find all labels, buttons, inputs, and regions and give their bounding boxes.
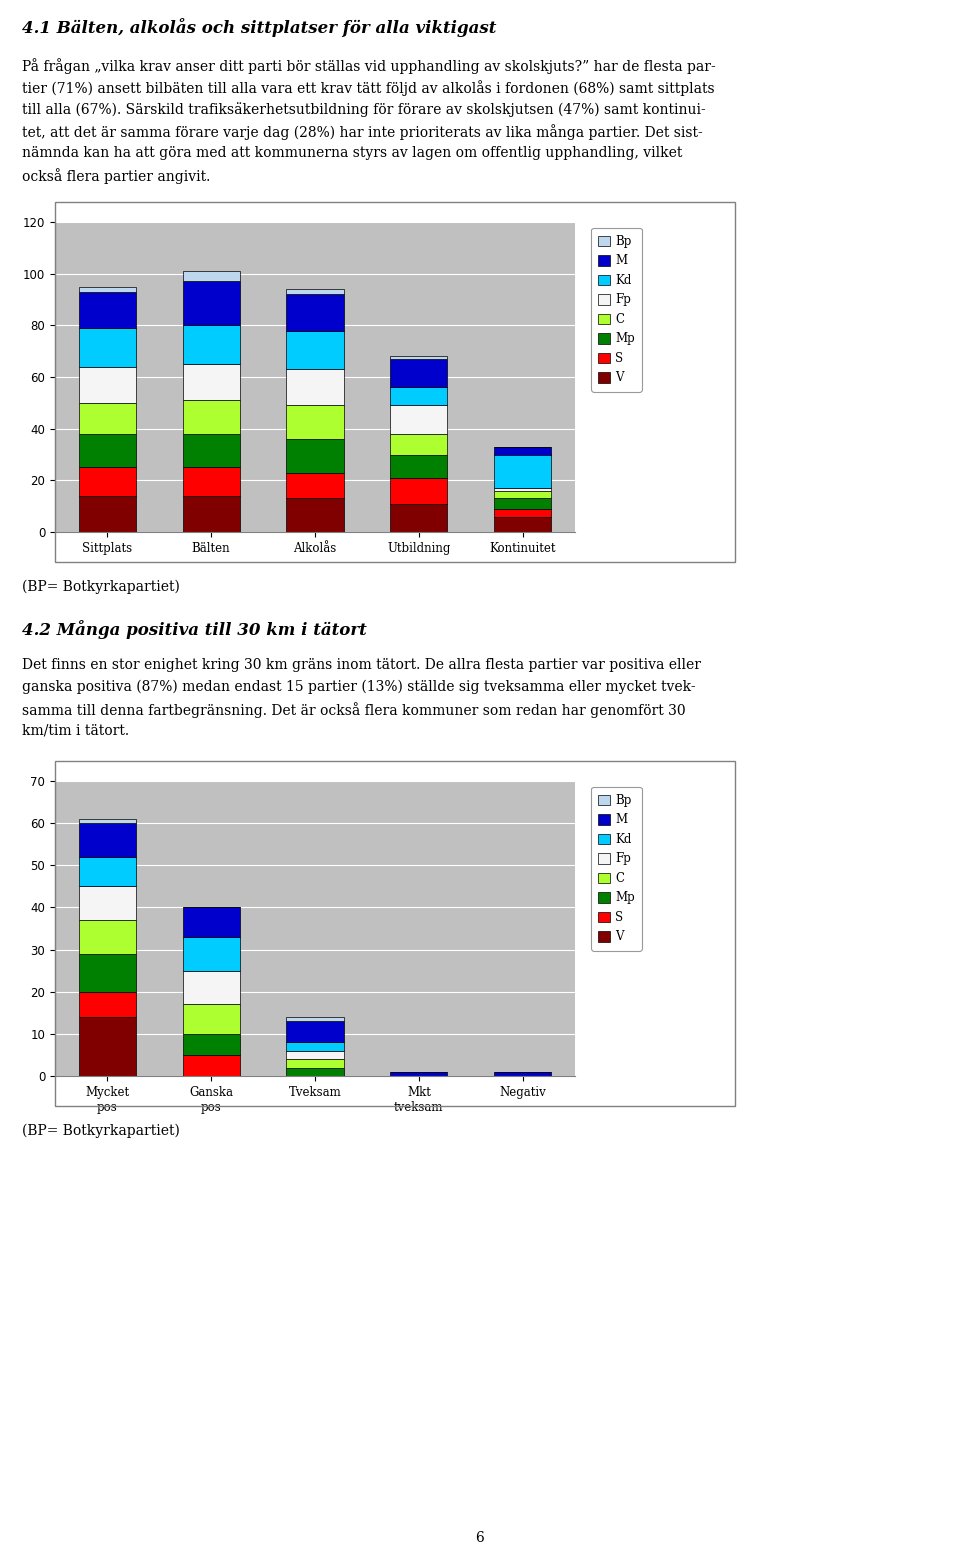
Text: (BP= Botkyrkapartiet): (BP= Botkyrkapartiet) (22, 1124, 180, 1138)
Bar (182, 400, 240, 435)
Bar (286, 405, 344, 439)
Bar (79, 1018, 135, 1075)
Bar (286, 499, 344, 531)
Bar (79, 495, 135, 531)
Bar (286, 289, 344, 294)
Text: Det finns en stor enighet kring 30 km gräns inom tätort. De allra flesta partier: Det finns en stor enighet kring 30 km gr… (22, 658, 701, 672)
Bar (286, 1043, 344, 1050)
Bar (182, 1005, 240, 1033)
Bar (182, 325, 240, 364)
Bar (286, 1018, 344, 1021)
Text: (BP= Botkyrkapartiet): (BP= Botkyrkapartiet) (22, 580, 180, 594)
Bar (286, 1021, 344, 1043)
Bar (286, 330, 344, 369)
Text: 4.1 Bälten, alkolås och sittplatser för alla viktigast: 4.1 Bälten, alkolås och sittplatser för … (22, 19, 496, 38)
Text: 4.2 Många positiva till 30 km i tätort: 4.2 Många positiva till 30 km i tätort (22, 621, 367, 639)
Text: km/tim i tätort.: km/tim i tätort. (22, 724, 130, 738)
Bar (79, 819, 135, 824)
Bar (286, 369, 344, 405)
Bar (391, 359, 447, 388)
Text: samma till denna fartbegränsning. Det är också flera kommuner som redan har geno: samma till denna fartbegränsning. Det är… (22, 702, 685, 717)
Text: tier (71%) ansett bilbäten till alla vara ett krav tätt följd av alkolås i fordo: tier (71%) ansett bilbäten till alla var… (22, 80, 714, 95)
Bar (494, 499, 551, 508)
Bar (182, 971, 240, 1005)
Bar (182, 364, 240, 400)
Text: På frågan „vilka krav anser ditt parti bör ställas vid upphandling av skolskjuts: På frågan „vilka krav anser ditt parti b… (22, 58, 716, 73)
Bar (79, 467, 135, 495)
Bar (391, 503, 447, 531)
Text: 6: 6 (475, 1532, 485, 1544)
Bar (79, 367, 135, 403)
Text: tet, att det är samma förare varje dag (28%) har inte prioriterats av lika många: tet, att det är samma förare varje dag (… (22, 123, 703, 139)
Bar (286, 1060, 344, 1068)
Text: till alla (67%). Särskild trafiksäkerhetsutbildning för förare av skolskjutsen : till alla (67%). Särskild trafiksäkerhe… (22, 102, 706, 117)
Bar (182, 936, 240, 971)
Bar (286, 439, 344, 472)
Bar (286, 1068, 344, 1075)
Bar (79, 328, 135, 367)
Bar (391, 405, 447, 435)
Text: nämnda kan ha att göra med att kommunerna styrs av lagen om offentlig upphandlin: nämnda kan ha att göra med att kommunern… (22, 145, 683, 159)
Bar (391, 356, 447, 359)
Text: också flera partier angivit.: också flera partier angivit. (22, 167, 210, 184)
Bar (182, 1033, 240, 1055)
Legend: Bp, M, Kd, Fp, C, Mp, S, V: Bp, M, Kd, Fp, C, Mp, S, V (591, 786, 641, 950)
Bar (391, 435, 447, 455)
Bar (286, 472, 344, 499)
Bar (286, 1050, 344, 1060)
Bar (79, 286, 135, 292)
Bar (79, 824, 135, 857)
Bar (494, 508, 551, 516)
Bar (182, 908, 240, 936)
Bar (79, 886, 135, 921)
Bar (391, 388, 447, 405)
Bar (494, 447, 551, 455)
Bar (494, 488, 551, 491)
Bar (79, 292, 135, 328)
Legend: Bp, M, Kd, Fp, C, Mp, S, V: Bp, M, Kd, Fp, C, Mp, S, V (591, 228, 641, 391)
Bar (286, 294, 344, 330)
Bar (494, 1072, 551, 1075)
Bar (391, 1072, 447, 1075)
Bar (79, 403, 135, 435)
Bar (182, 495, 240, 531)
Bar (79, 435, 135, 467)
Bar (182, 467, 240, 495)
Bar (494, 491, 551, 499)
Bar (182, 1055, 240, 1075)
Bar (182, 435, 240, 467)
Bar (79, 953, 135, 991)
Bar (494, 455, 551, 488)
Bar (79, 921, 135, 953)
Bar (391, 478, 447, 503)
Bar (79, 991, 135, 1018)
Text: ganska positiva (87%) medan endast 15 partier (13%) ställde sig tveksamma eller : ganska positiva (87%) medan endast 15 pa… (22, 680, 696, 694)
Bar (391, 455, 447, 478)
Bar (182, 281, 240, 325)
Bar (79, 857, 135, 886)
Bar (494, 516, 551, 531)
Bar (182, 270, 240, 281)
